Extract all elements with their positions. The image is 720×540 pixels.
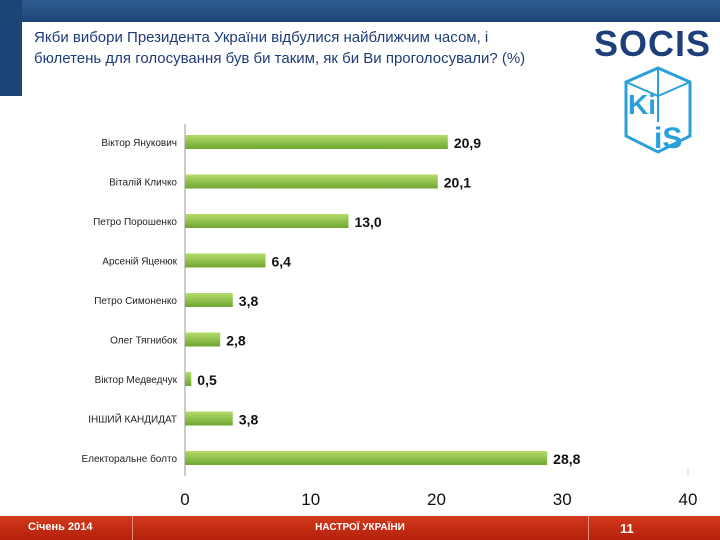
footer-bar: Січень 2014 НАСТРОЇ УКРАЇНИ 11 (0, 516, 720, 540)
kiis-logo: Ki iS (624, 66, 692, 155)
x-tick-label: 20 (427, 490, 446, 509)
footer-separator (588, 516, 589, 540)
data-label: 6,4 (271, 254, 291, 270)
bar (185, 253, 266, 268)
data-label: 20,1 (444, 175, 471, 191)
data-label: 2,8 (226, 333, 246, 349)
page-number: 11 (620, 521, 634, 536)
bar (185, 293, 233, 307)
x-tick-label: 30 (553, 490, 572, 509)
category-label: Олег Тягнибок (110, 335, 177, 347)
kiis-logo-top: Ki (628, 89, 656, 120)
category-label: Петро Симоненко (94, 296, 177, 307)
bar (185, 372, 192, 386)
category-label: Віктор Медведчук (95, 375, 178, 386)
category-label: Арсеній Яценюк (102, 257, 177, 268)
kiis-logo-bottom: iS (654, 122, 682, 155)
footer-separator (132, 516, 133, 540)
data-label: 3,8 (239, 293, 259, 309)
bar-chart: Віктор Янукович 20,9 Віталій Кличко 20,1 Пет… (81, 124, 698, 509)
data-label: 0,5 (197, 372, 217, 388)
bar (185, 214, 349, 228)
category-label: Віталій Кличко (109, 178, 177, 189)
bar (185, 135, 448, 149)
x-tick-label: 10 (301, 490, 320, 509)
category-label: Петро Порошенко (93, 217, 177, 228)
category-label: Електоральне болто (81, 453, 177, 465)
data-label: 3,8 (239, 412, 259, 428)
footer-date: Січень 2014 (28, 521, 93, 533)
bar (185, 411, 233, 426)
data-label: 13,0 (354, 214, 381, 230)
data-label: 28,8 (553, 451, 580, 467)
category-label: Віктор Янукович (101, 138, 177, 149)
x-tick-label: 0 (180, 490, 189, 509)
x-tick-label: 40 (679, 490, 698, 509)
socis-logo: SOCIS (594, 24, 711, 64)
category-label: ІНШИЙ КАНДИДАТ (88, 413, 177, 426)
data-label: 20,9 (454, 135, 481, 151)
socis-logo-text: SOCIS (594, 24, 711, 64)
side-accent-block (0, 0, 22, 96)
bar (185, 451, 548, 465)
slide-title: Якби вибори Президента України відбулися… (34, 29, 526, 67)
footer-section: НАСТРОЇ УКРАЇНИ (315, 522, 405, 533)
top-band (0, 0, 720, 22)
bar (185, 174, 438, 189)
bar (185, 332, 221, 347)
